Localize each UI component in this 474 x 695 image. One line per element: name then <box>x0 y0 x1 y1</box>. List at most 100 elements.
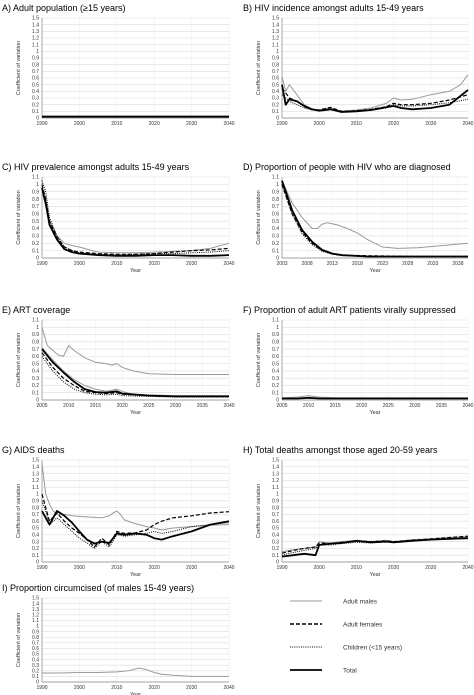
y-tick-label: 0.7 <box>272 512 279 518</box>
series-line-gray <box>41 191 230 254</box>
y-tick-label: 1.3 <box>32 607 39 613</box>
y-tick-label: 0.6 <box>32 354 39 360</box>
series-line-total <box>281 84 469 113</box>
y-tick-label: 0.4 <box>272 369 279 375</box>
y-tick-label: 0.9 <box>32 499 39 505</box>
y-axis-label: Coefficient of variation <box>256 41 262 95</box>
gridlines <box>41 597 230 683</box>
y-tick-label: 0 <box>276 116 279 122</box>
y-tick-label: 0.2 <box>272 102 279 108</box>
x-tick-label: 2040 <box>462 565 473 571</box>
y-tick-label: 0.3 <box>272 539 279 545</box>
panel-1: A) Adult population (≥15 years)00.10.20.… <box>2 3 235 127</box>
y-tick-label: 0.4 <box>32 533 39 539</box>
panel-title: F) Proportion of adult ART patients vira… <box>243 305 456 315</box>
y-tick-label: 1.4 <box>32 22 39 28</box>
y-tick-label: 0.5 <box>32 652 39 658</box>
y-tick-label: 1.1 <box>32 42 39 48</box>
x-tick-label: 2030 <box>186 121 197 127</box>
legend-label: Total <box>343 667 357 674</box>
y-tick-label: 0 <box>276 256 279 262</box>
y-tick-label: 0.9 <box>32 332 39 338</box>
x-tick-label: 2010 <box>111 685 122 691</box>
y-axis-label: Coefficient of variation <box>256 484 262 538</box>
y-tick-label: 0.3 <box>272 234 279 240</box>
x-tick-label: 2015 <box>90 403 101 409</box>
y-tick-label: 1.4 <box>32 465 39 471</box>
y-tick-label: 0 <box>276 560 279 566</box>
y-tick-label: 0.6 <box>272 76 279 82</box>
y-tick-label: 1.1 <box>32 618 39 624</box>
x-tick-label: 2005 <box>36 403 47 409</box>
x-tick-label: 1990 <box>36 565 47 571</box>
y-tick-label: 0.7 <box>272 204 279 210</box>
gridlines <box>41 319 230 401</box>
x-tick-label: 2000 <box>314 121 325 127</box>
y-tick-label: 0.6 <box>272 354 279 360</box>
series-line-total <box>281 537 469 558</box>
x-tick-label: 2010 <box>303 403 314 409</box>
y-tick-label: 0.7 <box>32 69 39 75</box>
y-tick-label: 1.5 <box>32 458 39 464</box>
y-tick-label: 0.9 <box>32 189 39 195</box>
series-line-dashed <box>41 493 230 548</box>
y-tick-label: 1.3 <box>32 471 39 477</box>
panel-title: I) Proportion circumcised (of males 15-4… <box>2 583 194 593</box>
y-tick-label: 0.1 <box>32 390 39 396</box>
y-tick-label: 0.6 <box>32 646 39 652</box>
y-tick-label: 0.4 <box>32 89 39 95</box>
y-tick-label: 0.8 <box>32 340 39 346</box>
y-tick-label: 0.8 <box>32 62 39 68</box>
y-tick-label: 0.5 <box>272 361 279 367</box>
y-tick-label: 1.1 <box>32 175 39 181</box>
y-tick-label: 1.1 <box>272 318 279 324</box>
y-tick-label: 1.1 <box>272 42 279 48</box>
x-tick-label: 2020 <box>388 565 399 571</box>
y-axis-label: Coefficient of variation <box>16 41 22 95</box>
x-tick-label: 2000 <box>74 685 85 691</box>
y-tick-label: 1.1 <box>272 485 279 491</box>
y-tick-label: 0.9 <box>272 56 279 62</box>
x-tick-label: 2040 <box>223 121 234 127</box>
y-tick-label: 0.3 <box>32 376 39 382</box>
series-line-total <box>41 187 230 257</box>
series-line-gray <box>41 327 229 375</box>
panel-title: H) Total deaths amongst those aged 20-59… <box>243 445 438 455</box>
series-line-total <box>281 180 468 258</box>
x-tick-label: 2025 <box>143 403 154 409</box>
x-tick-label: 2030 <box>409 403 420 409</box>
y-tick-label: 0.1 <box>272 553 279 559</box>
y-tick-label: 0.1 <box>32 553 39 559</box>
y-tick-label: 0.9 <box>32 629 39 635</box>
y-tick-label: 1.5 <box>32 16 39 22</box>
x-tick-label: 2040 <box>223 261 234 267</box>
y-tick-label: 0.8 <box>32 635 39 641</box>
y-tick-label: 0.7 <box>272 69 279 75</box>
x-tick-label: 2003 <box>276 261 287 267</box>
x-tick-label: 1990 <box>276 565 287 571</box>
x-axis-label: Year <box>130 572 141 578</box>
y-tick-label: 1.1 <box>272 175 279 181</box>
y-tick-label: 0.3 <box>32 96 39 102</box>
y-tick-label: 0.9 <box>272 499 279 505</box>
x-tick-label: 2018 <box>352 261 363 267</box>
y-tick-label: 0.1 <box>272 248 279 254</box>
y-axis-label: Coefficient of variation <box>256 190 262 244</box>
panel-4: D) Proportion of people with HIV who are… <box>243 162 469 274</box>
x-axis-label: Year <box>369 268 380 274</box>
x-tick-label: 2000 <box>74 121 85 127</box>
x-tick-label: 2040 <box>223 403 234 409</box>
x-tick-label: 2035 <box>197 403 208 409</box>
x-tick-label: 2010 <box>351 121 362 127</box>
y-tick-label: 0.4 <box>32 657 39 663</box>
x-tick-label: 2020 <box>149 685 160 691</box>
x-tick-label: 2015 <box>330 403 341 409</box>
y-tick-label: 1.5 <box>32 596 39 602</box>
x-axis-label: Year <box>130 410 141 416</box>
y-tick-label: 0.2 <box>32 383 39 389</box>
y-tick-label: 1.4 <box>272 465 279 471</box>
x-tick-label: 2020 <box>356 403 367 409</box>
y-tick-label: 0.2 <box>272 546 279 552</box>
y-tick-label: 0.7 <box>32 347 39 353</box>
x-tick-label: 2040 <box>223 565 234 571</box>
